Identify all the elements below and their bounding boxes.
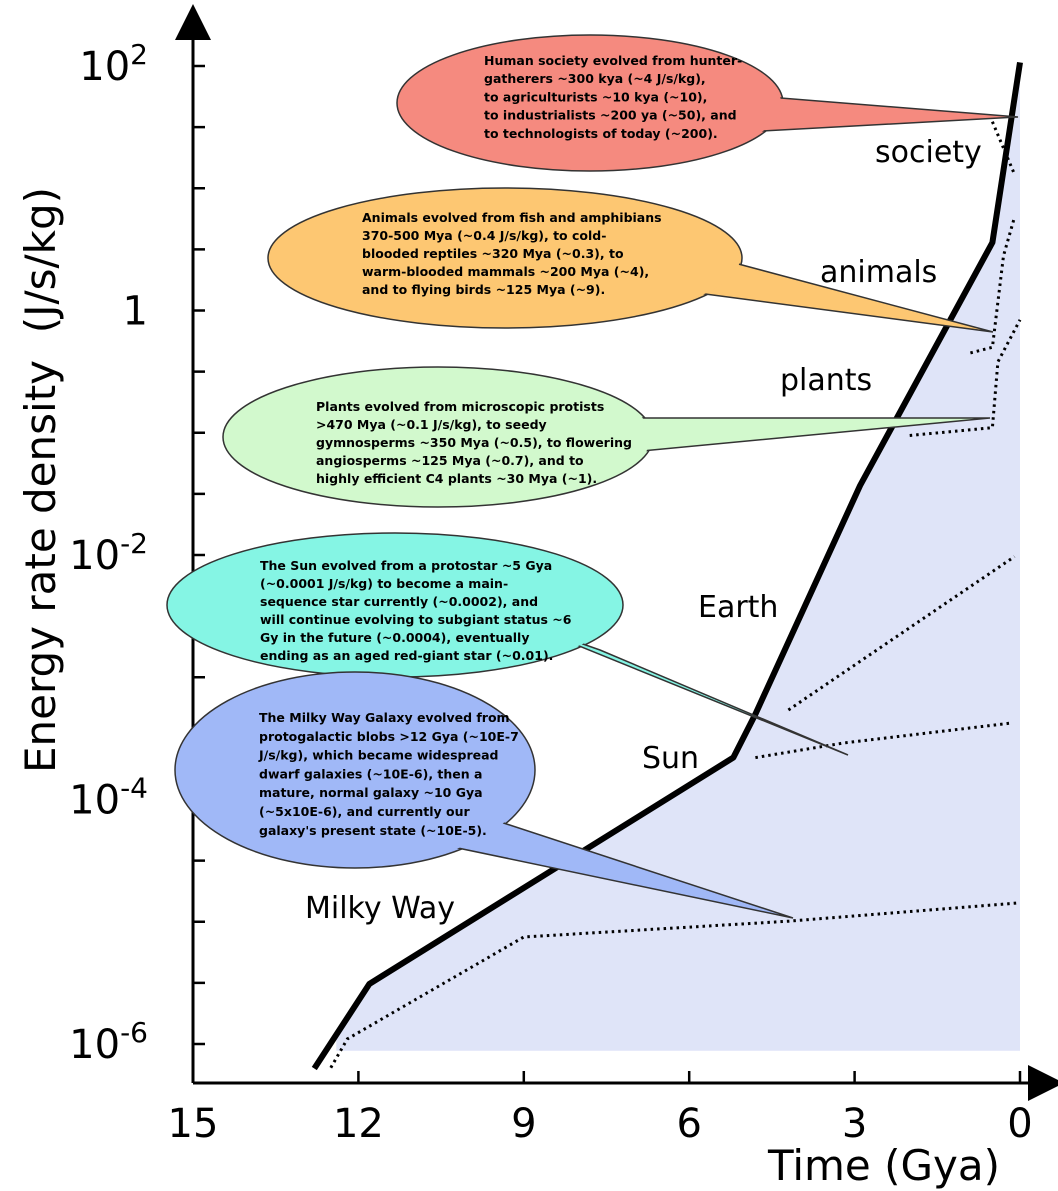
main-curve-layer	[311, 61, 1023, 1071]
y-tick-label: 10-6	[69, 1016, 148, 1068]
bubble-fill	[225, 369, 651, 505]
region-labels-layer: society animals plants Earth Sun Milky Way	[305, 135, 982, 926]
bubble-text-line: mature, normal galaxy ~10 Gya	[259, 785, 483, 800]
shaded-region	[336, 62, 1020, 1051]
annotation-bubble-2: Animals evolved from fish and amphibians…	[267, 187, 994, 333]
bubble-fill	[169, 535, 621, 675]
region-label-animals: animals	[820, 255, 937, 290]
bubble-text-line: to agriculturists ~10 kya (~10),	[484, 89, 707, 104]
main-curve-line	[311, 61, 1023, 1071]
region-label-sun: Sun	[642, 741, 699, 776]
bubble-text-line: Plants evolved from microscopic protists	[316, 399, 604, 414]
bubble-text-line: 370-500 Mya (~0.4 J/s/kg), to cold-	[362, 228, 606, 243]
annotation-bubble-5: The Milky Way Galaxy evolved from protoga…	[174, 671, 794, 919]
annotation-bubble-1: Human society evolved from hunter-gather…	[396, 34, 1019, 172]
y-tick-label: 10-4	[69, 772, 148, 824]
bubble-text-line: J/s/kg), which became widespread	[258, 748, 498, 763]
branch-track-1	[329, 901, 1021, 1069]
x-tick-label: 9	[511, 1101, 536, 1147]
bubble-text-line: to technologists of today (~200).	[484, 126, 718, 141]
bubble-fill	[177, 674, 533, 866]
bubble-text-line: ending as an aged red-giant star (~0.01)…	[260, 648, 553, 663]
bubble-text-line: to industrialists ~200 ya (~50), and	[484, 108, 737, 123]
bubble-text-line: and to flying birds ~125 Mya (~9).	[362, 282, 605, 297]
bubble-text-line: will continue evolving to subgiant statu…	[260, 612, 572, 627]
bubble-text-line: Human society evolved from hunter-	[484, 53, 742, 68]
branch-track-6	[991, 121, 1016, 175]
branch-track-3	[787, 555, 1016, 712]
annotation-bubbles-layer: Human society evolved from hunter-gather…	[166, 34, 1019, 919]
bubble-fill	[399, 37, 781, 169]
bubble-text-line: gymnosperms ~350 Mya (~0.5), to flowerin…	[316, 435, 632, 450]
y-tick-label: 1	[123, 289, 148, 335]
annotation-bubble-3: Plants evolved from microscopic protists…	[222, 366, 991, 508]
bubble-text-line: Gy in the future (~0.0004), eventually	[260, 630, 529, 645]
x-tick-label: 12	[333, 1101, 384, 1147]
bubble-text-line: galaxy's present state (~10E-5).	[259, 823, 487, 838]
bubble-text-line: warm-blooded mammals ~200 Mya (~4),	[362, 264, 649, 279]
region-label-earth: Earth	[698, 590, 778, 625]
branch-tracks-layer	[329, 121, 1022, 1069]
bubble-text-line: highly efficient C4 plants ~30 Mya (~1).	[316, 471, 597, 486]
bubble-fill	[270, 190, 740, 326]
bubble-text-line: (~0.0001 J/s/kg) to become a main-	[260, 576, 508, 591]
bubble-text-line: Animals evolved from fish and amphibians	[362, 210, 662, 225]
bubble-text-line: sequence star currently (~0.0002), and	[260, 594, 538, 609]
y-tick-label: 10-2	[69, 527, 148, 579]
x-tick-label: 3	[842, 1101, 867, 1147]
annotation-bubble-4: The Sun evolved from a protostar ~5 Gya (…	[166, 532, 849, 756]
x-axis-title: Time (Gya)	[767, 1141, 1000, 1190]
bubble-text-line: The Milky Way Galaxy evolved from	[259, 710, 510, 725]
x-tick-label: 15	[168, 1101, 219, 1147]
y-axis-title: Energy rate density (J/s/kg)	[16, 187, 65, 773]
bubble-text-line: (~5x10E-6), and currently our	[259, 804, 470, 819]
region-label-society: society	[875, 135, 982, 170]
x-tick-label: 6	[676, 1101, 701, 1147]
bubble-text-line: The Sun evolved from a protostar ~5 Gya	[260, 558, 552, 573]
bubble-text-line: angiosperms ~125 Mya (~0.7), and to	[316, 453, 584, 468]
bubble-text-line: gatherers ~300 kya (~4 J/s/kg),	[484, 71, 706, 86]
shaded-region-layer	[336, 62, 1020, 1051]
region-label-milky-way: Milky Way	[305, 891, 455, 926]
region-label-plants: plants	[780, 363, 872, 398]
x-tick-label: 0	[1007, 1101, 1032, 1147]
bubble-text-line: protogalactic blobs >12 Gya (~10E-7	[259, 729, 519, 744]
y-tick-label: 102	[79, 38, 148, 90]
bubble-text-line: blooded reptiles ~320 Mya (~0.3), to	[362, 246, 624, 261]
bubble-text-line: dwarf galaxies (~10E-6), then a	[259, 766, 482, 781]
bubble-text-line: >470 Mya (~0.1 J/s/kg), to seedy	[316, 417, 547, 432]
